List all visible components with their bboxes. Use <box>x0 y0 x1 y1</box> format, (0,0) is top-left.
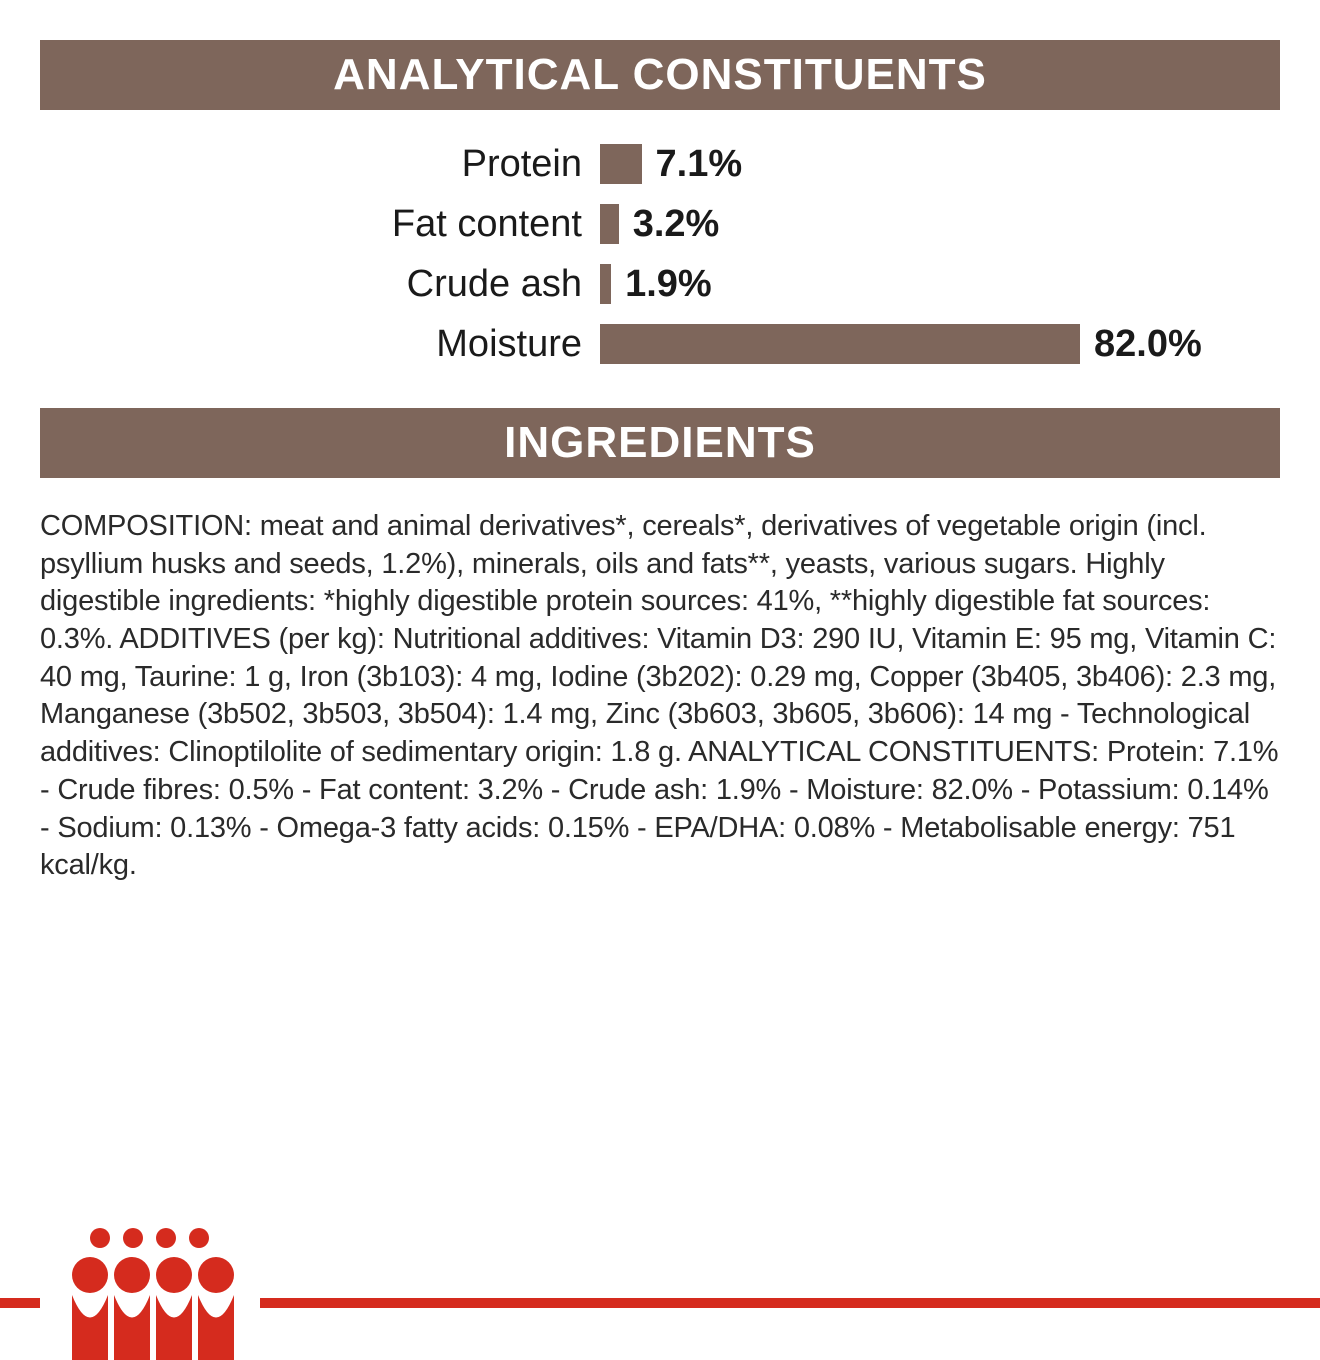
constituent-row: Protein 7.1% <box>40 140 1280 188</box>
constituent-label: Fat content <box>40 203 600 246</box>
constituent-bar-cell: 7.1% <box>600 143 1280 186</box>
constituent-label: Moisture <box>40 323 600 366</box>
crown-logo-icon <box>60 1220 240 1360</box>
analytical-constituents-header: ANALYTICAL CONSTITUENTS <box>40 40 1280 110</box>
ingredients-header: INGREDIENTS <box>40 408 1280 478</box>
constituent-percent: 1.9% <box>625 263 712 306</box>
constituent-row: Moisture 82.0% <box>40 320 1280 368</box>
constituent-percent: 82.0% <box>1094 323 1202 366</box>
constituent-bar <box>600 264 611 304</box>
constituent-bar-cell: 82.0% <box>600 323 1280 366</box>
constituent-bar <box>600 144 642 184</box>
logo-mask <box>40 1170 260 1320</box>
constituent-bar <box>600 204 619 244</box>
constituent-bar-cell: 1.9% <box>600 263 1280 306</box>
constituents-chart: Protein 7.1% Fat content 3.2% Crude ash 1.9% M… <box>40 140 1280 368</box>
constituent-row: Fat content 3.2% <box>40 200 1280 248</box>
constituent-percent: 7.1% <box>656 143 743 186</box>
constituent-bar <box>600 324 1080 364</box>
footer <box>0 1170 1320 1320</box>
constituent-bar-cell: 3.2% <box>600 203 1280 246</box>
constituent-percent: 3.2% <box>633 203 720 246</box>
ingredients-body: COMPOSITION: meat and animal derivatives… <box>40 508 1280 885</box>
constituent-label: Protein <box>40 143 600 186</box>
constituent-label: Crude ash <box>40 263 600 306</box>
constituent-row: Crude ash 1.9% <box>40 260 1280 308</box>
